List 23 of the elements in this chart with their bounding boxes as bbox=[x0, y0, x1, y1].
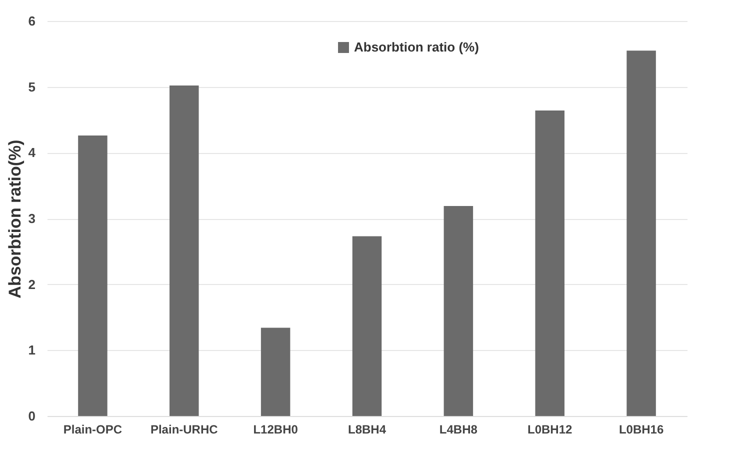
x-tick-label: L0BH12 bbox=[528, 422, 573, 436]
x-tick-label: L4BH8 bbox=[439, 422, 478, 436]
x-tick-label: L12BH0 bbox=[253, 422, 298, 436]
y-tick-label: 5 bbox=[28, 79, 36, 94]
bar bbox=[626, 50, 656, 416]
bar bbox=[78, 136, 108, 416]
y-tick-label: 6 bbox=[28, 14, 36, 28]
x-tick-label: L0BH16 bbox=[618, 422, 664, 436]
x-tick-label: L8BH4 bbox=[348, 422, 386, 436]
y-tick-label: 0 bbox=[28, 408, 36, 424]
bar bbox=[170, 86, 199, 416]
bar bbox=[352, 236, 382, 416]
y-tick-label: 4 bbox=[28, 145, 36, 160]
x-tick-label: Plain-OPC bbox=[63, 422, 122, 436]
y-tick-label: 3 bbox=[28, 211, 36, 226]
x-tick-label: Plain-URHC bbox=[150, 422, 218, 436]
bar bbox=[260, 328, 290, 416]
y-tick-label: 2 bbox=[28, 276, 36, 292]
bar bbox=[444, 206, 474, 416]
y-tick-label: 1 bbox=[28, 342, 36, 358]
bar bbox=[535, 110, 564, 416]
legend-label: Absorbtion ratio (%) bbox=[354, 40, 479, 54]
y-axis-title: Absorbtion ratio(%) bbox=[5, 140, 24, 298]
